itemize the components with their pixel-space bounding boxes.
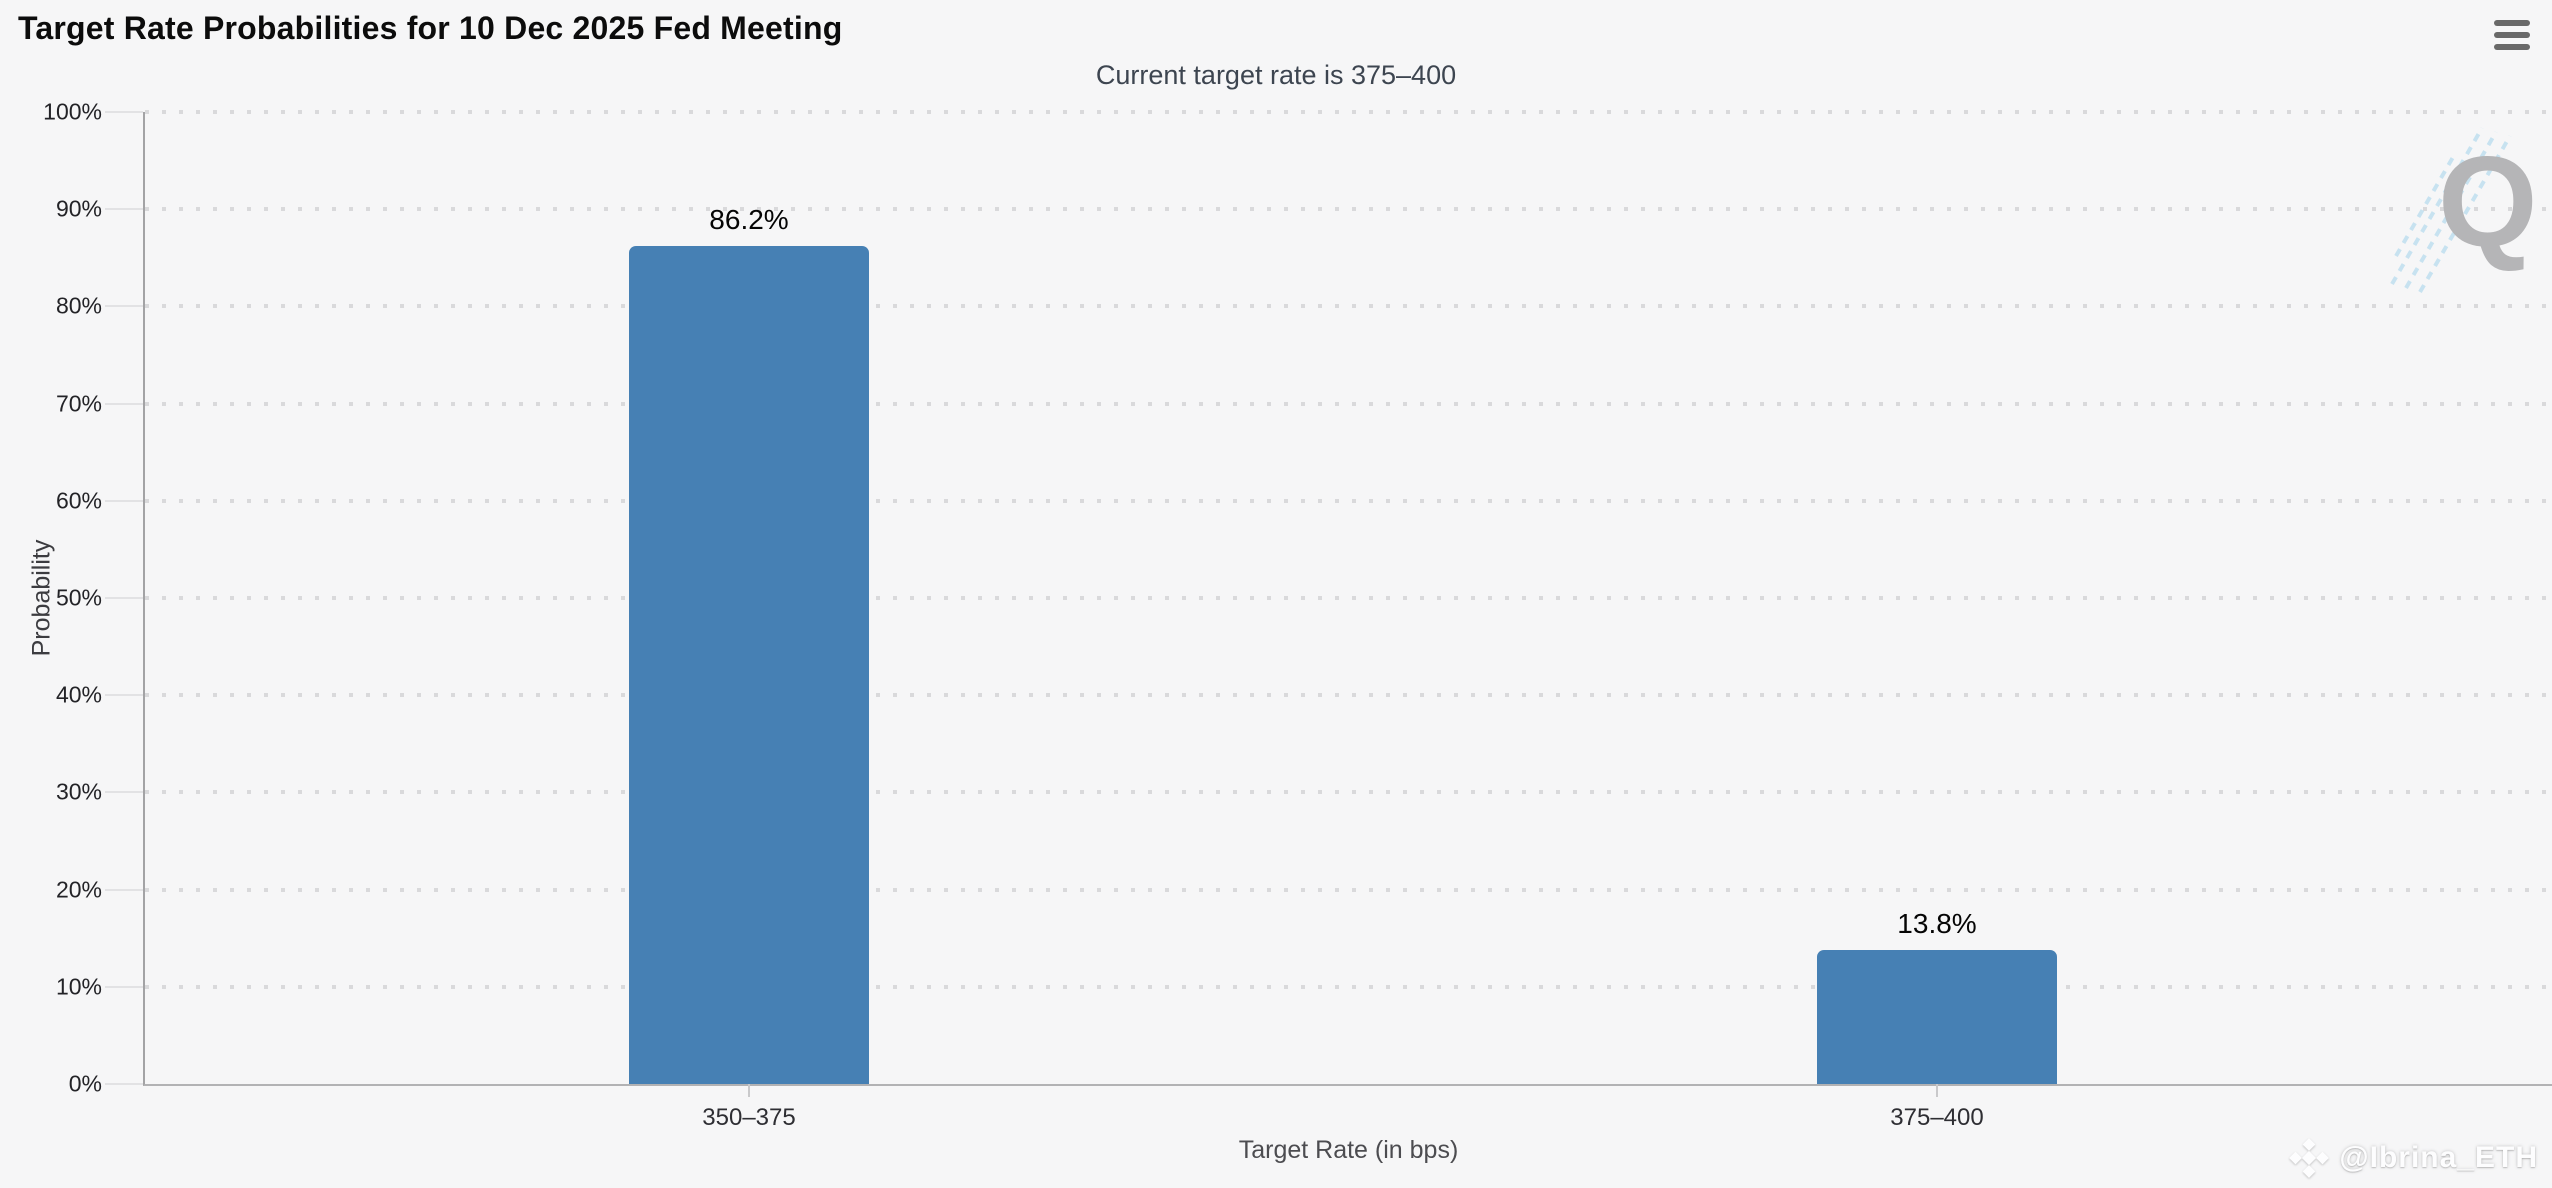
x-category-label: 350–375 <box>702 1104 796 1131</box>
y-tick-label: 40% <box>55 681 102 708</box>
gridline <box>145 693 2552 698</box>
y-tick-label: 60% <box>55 487 102 514</box>
gridline <box>145 110 2552 114</box>
y-tick-label: 30% <box>55 778 102 805</box>
y-tick-mark <box>105 694 143 697</box>
y-tick-label: 0% <box>68 1070 102 1097</box>
bar-375-400[interactable] <box>1817 949 2057 1084</box>
gridline <box>145 401 2552 406</box>
gridline <box>145 790 2552 795</box>
y-tick-mark <box>105 888 143 891</box>
page-title: Target Rate Probabilities for 10 Dec 202… <box>18 10 843 46</box>
gridline <box>145 887 2552 892</box>
y-tick-mark <box>105 985 143 988</box>
credit-watermark: @Ibrina_ETH <box>2289 1138 2538 1178</box>
bar-value-label: 13.8% <box>1897 907 1977 939</box>
hamburger-bar <box>2494 44 2530 50</box>
x-tick-mark <box>748 1084 750 1097</box>
gridline <box>145 498 2552 503</box>
x-axis-title: Target Rate (in bps) <box>1238 1136 1459 1164</box>
gridline <box>145 207 2552 212</box>
bar-350-375[interactable] <box>629 246 869 1084</box>
x-tick-mark <box>1936 1084 1938 1097</box>
chart-subtitle: Current target rate is 375–400 <box>1095 60 1457 90</box>
bar-group-375-400: 13.8% <box>1817 112 2057 1084</box>
binance-diamond-icon <box>2289 1138 2330 1178</box>
y-tick-label: 50% <box>55 584 102 611</box>
y-tick-mark <box>105 791 143 794</box>
y-tick-label: 10% <box>55 973 102 1000</box>
hamburger-menu-icon[interactable] <box>2494 20 2530 50</box>
y-tick-label: 100% <box>43 98 102 125</box>
y-tick-mark <box>105 402 143 405</box>
plot-area: 100% 90% 80% 70% 60% 50% 40% 30% 20% 10% 0% 86.2% … <box>43 99 2552 1164</box>
gridline <box>145 304 2552 309</box>
y-tick-label: 90% <box>55 195 102 222</box>
y-tick-mark <box>105 499 143 502</box>
gridline <box>145 596 2552 600</box>
gridline <box>145 984 2552 989</box>
y-tick-mark <box>105 305 143 308</box>
y-axis-title: Probability <box>27 539 56 657</box>
bar-value-label: 86.2% <box>709 204 789 236</box>
bar-group-350-375: 86.2% <box>629 112 869 1084</box>
y-tick-label: 20% <box>55 876 102 903</box>
hamburger-bar <box>2494 32 2530 38</box>
y-tick-mark <box>105 1083 143 1085</box>
y-tick-mark <box>105 111 143 113</box>
hamburger-bar <box>2494 20 2530 26</box>
credit-handle: @Ibrina_ETH <box>2339 1141 2538 1174</box>
y-tick-mark <box>105 208 143 211</box>
x-category-label: 375–400 <box>1890 1104 1984 1131</box>
y-tick-label: 70% <box>55 390 102 417</box>
y-tick-label: 80% <box>55 292 102 319</box>
y-tick-mark <box>105 597 143 599</box>
